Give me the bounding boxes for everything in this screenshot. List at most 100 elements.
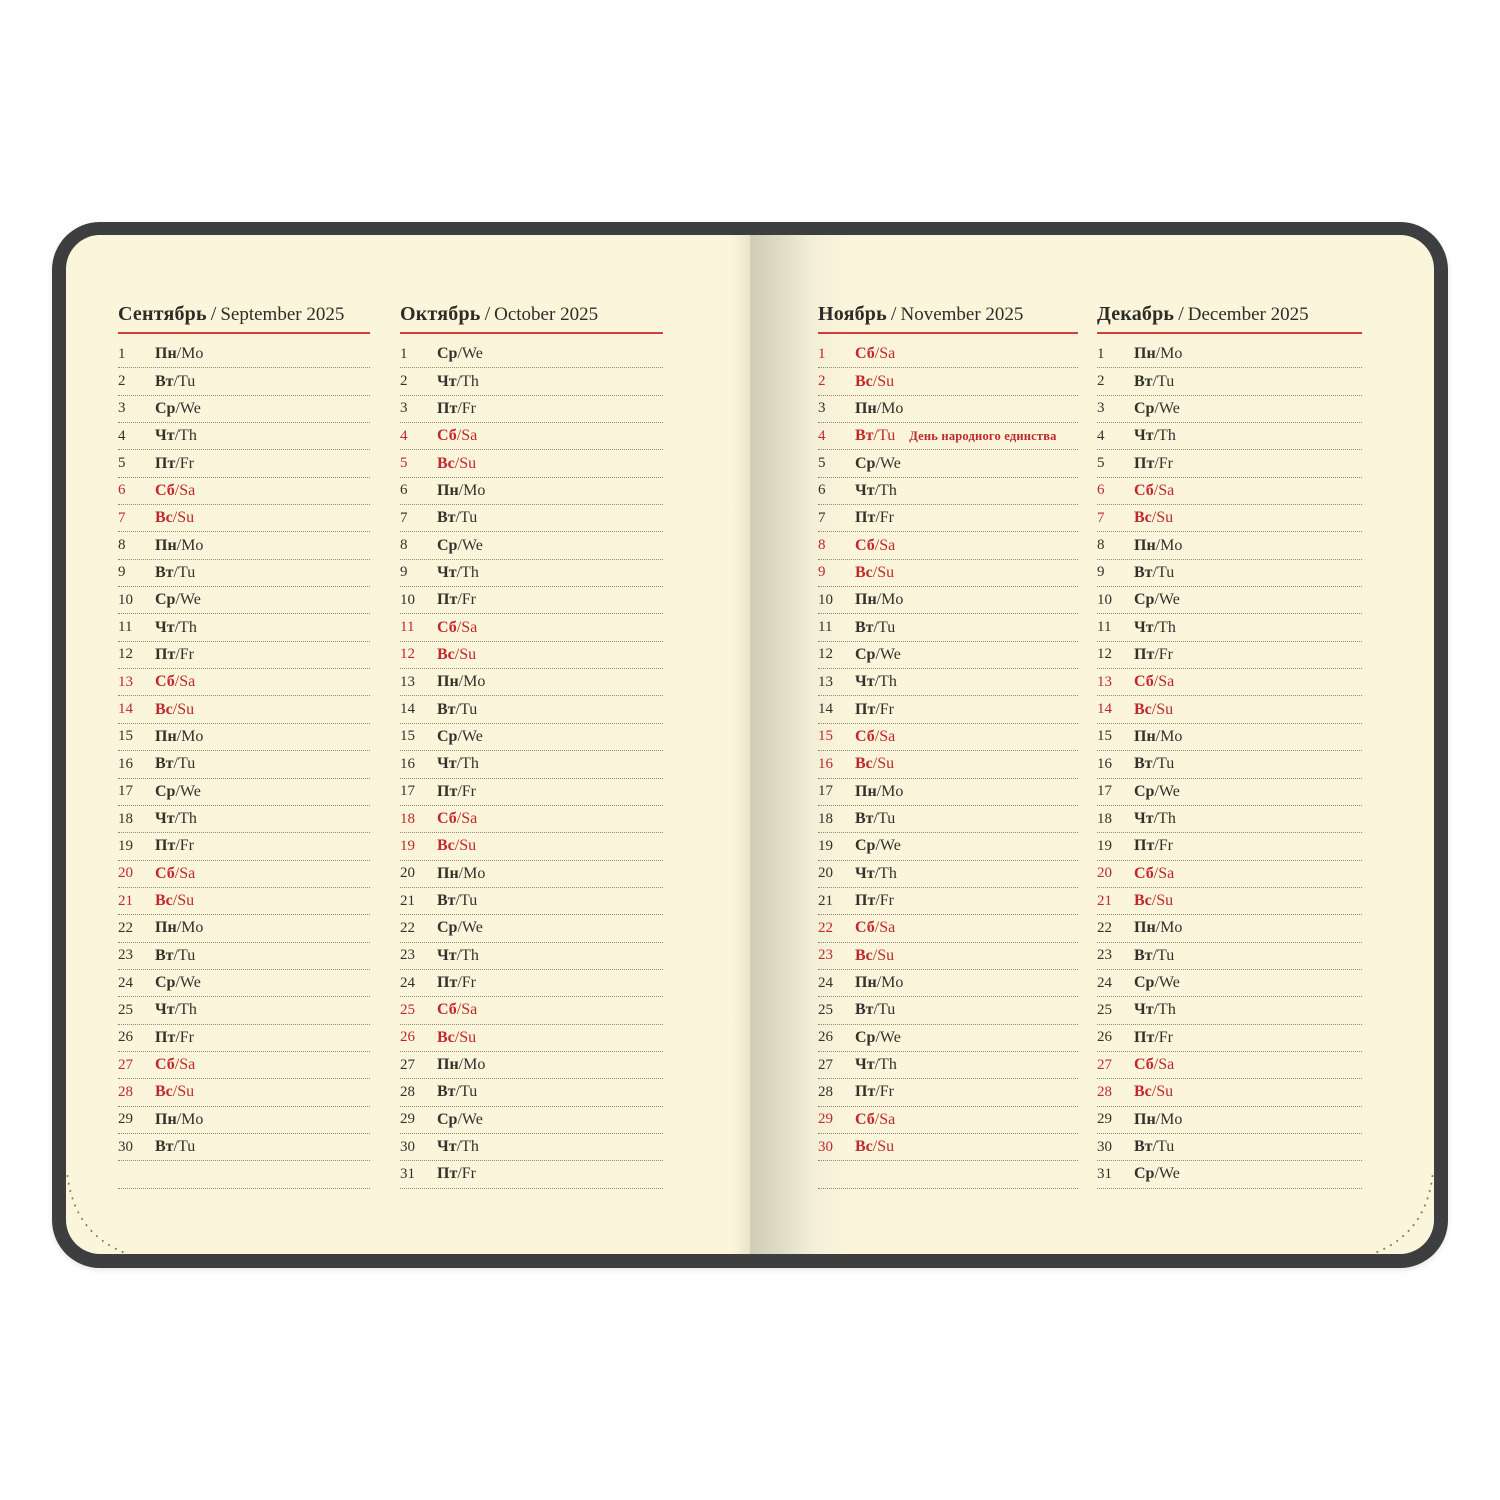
month-column-september: Сентябрь / September 2025 1 Пн/Mo 2 Вт/Tu 3 Ср/… <box>118 303 370 1189</box>
day-number: 30 <box>400 1138 415 1155</box>
day-number: 10 <box>1097 591 1112 608</box>
day-number: 12 <box>118 646 133 663</box>
day-row: 1 Ср/We <box>400 341 663 369</box>
day-row: 13 Чт/Th <box>818 669 1078 697</box>
day-row: 16 Вт/Tu <box>1097 751 1362 779</box>
day-row: 24 Ср/We <box>118 970 370 998</box>
day-number: 15 <box>118 728 133 745</box>
day-number: 4 <box>400 427 408 444</box>
day-row: 16 Вс/Su <box>818 751 1078 779</box>
day-of-week-label: Вс/Su <box>155 509 194 527</box>
day-abbr-ru: Ср <box>437 345 458 363</box>
day-of-week-label: Пн/Mo <box>437 865 485 883</box>
day-number: 29 <box>400 1111 415 1128</box>
day-abbr-en: /Mo <box>876 974 904 992</box>
day-abbr-ru: Пт <box>855 700 876 718</box>
day-row: 22 Ср/We <box>400 915 663 943</box>
day-row: 31 Ср/We <box>1097 1161 1362 1189</box>
day-of-week-label: Пт/Fr <box>855 509 894 527</box>
empty-day-row <box>118 1161 370 1189</box>
month-title-ru: Декабрь <box>1097 303 1175 325</box>
day-number: 1 <box>400 345 408 362</box>
day-abbr-en: /Fr <box>875 700 894 718</box>
day-row: 11 Чт/Th <box>118 614 370 642</box>
day-row: 8 Пн/Mo <box>1097 532 1362 560</box>
day-abbr-en: /Su <box>454 645 477 663</box>
day-abbr-ru: Вс <box>155 892 173 910</box>
day-abbr-ru: Чт <box>1134 618 1154 636</box>
month-header: Ноябрь / November 2025 <box>818 303 1078 334</box>
day-abbr-ru: Вс <box>155 509 173 527</box>
day-abbr-en: /Sa <box>1153 481 1175 499</box>
day-of-week-label: Пн/Mo <box>1134 728 1182 746</box>
day-abbr-ru: Пт <box>855 509 876 527</box>
day-abbr-en: /Sa <box>174 864 196 882</box>
day-abbr-en: /Fr <box>875 892 894 910</box>
day-abbr-ru: Ср <box>855 1028 876 1046</box>
day-abbr-ru: Пн <box>155 727 177 745</box>
day-abbr-ru: Вт <box>437 1083 456 1101</box>
day-abbr-en: /Mo <box>458 864 486 882</box>
day-row: 26 Вс/Su <box>400 1025 663 1052</box>
day-of-week-label: Вт/Tu <box>437 1083 477 1101</box>
day-abbr-en: /Tu <box>1152 946 1175 964</box>
day-abbr-ru: Вс <box>855 755 873 773</box>
day-row: 15 Пн/Mo <box>118 724 370 752</box>
day-of-week-label: Сб/Sa <box>1134 865 1174 883</box>
day-row: 30 Вт/Tu <box>1097 1134 1362 1162</box>
day-abbr-en: /Mo <box>1155 1110 1183 1128</box>
day-number: 27 <box>118 1056 133 1073</box>
day-abbr-ru: Чт <box>437 563 457 581</box>
day-of-week-label: Вт/Tu <box>1134 947 1174 965</box>
day-of-week-label: Вс/Su <box>437 646 476 664</box>
day-abbr-ru: Вс <box>437 454 455 472</box>
day-abbr-en: /Sa <box>874 345 896 363</box>
day-number: 27 <box>400 1056 415 1073</box>
day-of-week-label: Вс/Su <box>437 837 476 855</box>
day-number: 3 <box>1097 400 1105 417</box>
day-abbr-ru: Вс <box>437 837 455 855</box>
day-abbr-ru: Вс <box>855 372 873 390</box>
day-of-week-label: Сб/Sa <box>855 919 895 937</box>
day-number: 21 <box>118 892 133 909</box>
day-number: 9 <box>400 564 408 581</box>
day-row: 10 Пн/Mo <box>818 587 1078 615</box>
day-abbr-ru: Вс <box>155 1083 173 1101</box>
day-of-week-label: Сб/Sa <box>437 810 477 828</box>
day-abbr-ru: Вт <box>437 700 456 718</box>
day-abbr-ru: Чт <box>437 372 457 390</box>
day-abbr-en: /We <box>875 837 901 855</box>
day-number: 14 <box>1097 701 1112 718</box>
day-abbr-en: /We <box>457 345 483 363</box>
day-abbr-en: /Sa <box>874 919 896 937</box>
day-abbr-ru: Ср <box>155 782 176 800</box>
day-number: 6 <box>1097 482 1105 499</box>
day-number: 28 <box>118 1083 133 1100</box>
day-abbr-en: /Su <box>872 755 895 773</box>
day-abbr-en: /Tu <box>173 1138 196 1156</box>
day-abbr-en: /Sa <box>456 1001 478 1019</box>
day-abbr-ru: Сб <box>855 1110 875 1128</box>
day-abbr-en: /Mo <box>458 1056 486 1074</box>
day-row: 20 Сб/Sa <box>1097 861 1362 888</box>
day-row: 2 Вс/Su <box>818 368 1078 396</box>
day-row: 8 Пн/Mo <box>118 532 370 560</box>
day-of-week-label: Пн/Mo <box>1134 1111 1182 1129</box>
day-abbr-en: /Tu <box>173 946 196 964</box>
day-number: 7 <box>400 509 408 526</box>
day-row: 26 Ср/We <box>818 1025 1078 1052</box>
day-of-week-label: Пт/Fr <box>1134 1029 1173 1047</box>
day-row: 26 Пт/Fr <box>1097 1025 1362 1052</box>
day-number: 6 <box>118 482 126 499</box>
day-abbr-en: /Su <box>872 563 895 581</box>
day-abbr-en: /Th <box>1153 427 1176 445</box>
day-number: 15 <box>400 728 415 745</box>
day-abbr-en: /Tu <box>873 618 896 636</box>
day-row: 2 Чт/Th <box>400 368 663 396</box>
day-abbr-ru: Сб <box>1134 481 1154 499</box>
day-row: 14 Вс/Su <box>1097 696 1362 724</box>
day-of-week-label: Ср/We <box>1134 783 1180 801</box>
day-abbr-en: /We <box>875 454 901 472</box>
day-number: 12 <box>1097 646 1112 663</box>
day-of-week-label: Сб/Sa <box>1134 482 1174 500</box>
